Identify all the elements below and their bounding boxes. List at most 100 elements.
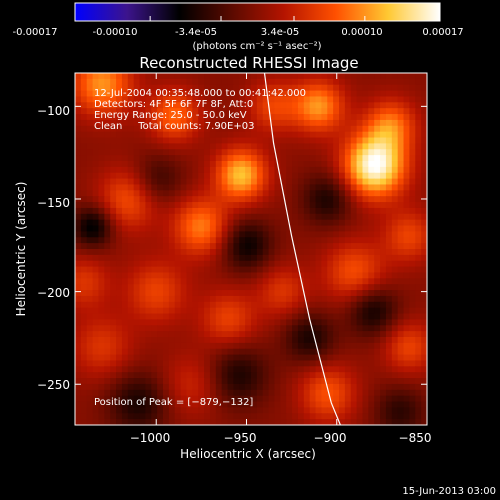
heatmap-cell [133,149,141,156]
heatmap-cell [92,295,100,303]
heatmap-cell [309,372,317,379]
heatmap-cell [192,254,199,262]
heatmap-cell [157,331,164,338]
heatmap-cell [339,225,346,232]
heatmap-cell [127,149,135,156]
heatmap-cell [409,84,416,92]
heatmap-cell [327,213,334,221]
heatmap-cell [121,342,129,350]
heatmap-cell [391,190,399,197]
heatmap-cell [297,207,305,215]
heatmap-cell [127,125,135,133]
heatmap-cell [380,278,387,285]
heatmap-cell [233,249,240,256]
heatmap-cell [192,366,199,373]
heatmap-cell [204,348,211,356]
heatmap-cell [303,354,311,362]
heatmap-cell [233,225,240,232]
heatmap-cell [86,319,94,326]
x-tick-label: −900 [314,431,347,445]
heatmap-cell [333,125,340,133]
heatmap-cell [92,149,100,156]
heatmap-cell [174,266,182,274]
heatmap-cell [315,395,322,403]
heatmap-cell [409,155,416,162]
heatmap-cell [110,84,117,92]
heatmap-cell [121,272,129,279]
heatmap-cell [127,272,135,279]
heatmap-cell [116,137,123,144]
heatmap-cell [75,419,82,425]
heatmap-cell [251,114,258,121]
heatmap-cell [204,354,211,362]
heatmap-cell [86,108,94,115]
heatmap-cell [356,96,364,103]
heatmap-cell [362,395,369,403]
heatmap-cell [245,278,252,285]
heatmap-cell [121,325,129,332]
heatmap-cell [362,225,369,232]
heatmap-cell [391,337,399,344]
heatmap-cell [151,131,158,139]
heatmap-cell [368,202,375,209]
heatmap-cell [297,196,305,203]
heatmap-cell [262,219,270,227]
heatmap-cell [98,272,105,279]
heatmap-cell [245,172,252,180]
heatmap-cell [163,143,170,150]
heatmap-cell [421,266,427,274]
heatmap-cell [321,284,328,291]
heatmap-cell [274,78,281,86]
heatmap-cell [391,307,399,315]
heatmap-cell [421,172,427,180]
heatmap-cell [385,243,393,250]
heatmap-cell [163,114,170,121]
heatmap-cell [321,225,328,232]
heatmap-cell [239,114,246,121]
heatmap-cell [86,254,94,262]
heatmap-cell [356,202,364,209]
heatmap-cell [174,155,182,162]
heatmap-cell [297,389,305,397]
heatmap-cell [75,202,82,209]
heatmap-cell [356,172,364,180]
heatmap-cell [274,254,281,262]
heatmap-cell [233,114,240,121]
heatmap-cell [180,172,188,180]
heatmap-cell [303,331,311,338]
heatmap-cell [391,354,399,362]
heatmap-cell [75,272,82,279]
heatmap-cell [139,237,146,244]
heatmap-cell [409,295,416,303]
heatmap-cell [121,96,129,103]
heatmap-cell [362,401,369,408]
heatmap-cell [280,184,287,191]
heatmap-cell [151,337,158,344]
heatmap-cell [356,307,364,315]
heatmap-cell [110,219,117,227]
heatmap-cell [139,419,146,425]
heatmap-cell [145,301,152,309]
heatmap-cell [163,102,170,109]
heatmap-cell [157,413,164,420]
heatmap-cell [86,155,94,162]
heatmap-cell [133,184,141,191]
heatmap-cell [380,172,387,180]
colorbar-tick-label: -0.00017 [13,27,58,38]
heatmap-cell [198,413,205,420]
heatmap-cell [309,319,317,326]
heatmap-cell [180,354,188,362]
heatmap-cell [421,389,427,397]
heatmap-cell [192,149,199,156]
heatmap-cell [303,337,311,344]
heatmap-cell [380,225,387,232]
heatmap-cell [251,290,258,297]
heatmap-cell [215,360,223,367]
heatmap-cell [397,166,405,174]
heatmap-cell [274,131,281,139]
heatmap-cell [151,225,158,232]
heatmap-cell [86,96,94,103]
heatmap-cell [362,372,369,379]
heatmap-cell [251,284,258,291]
heatmap-cell [309,313,317,320]
